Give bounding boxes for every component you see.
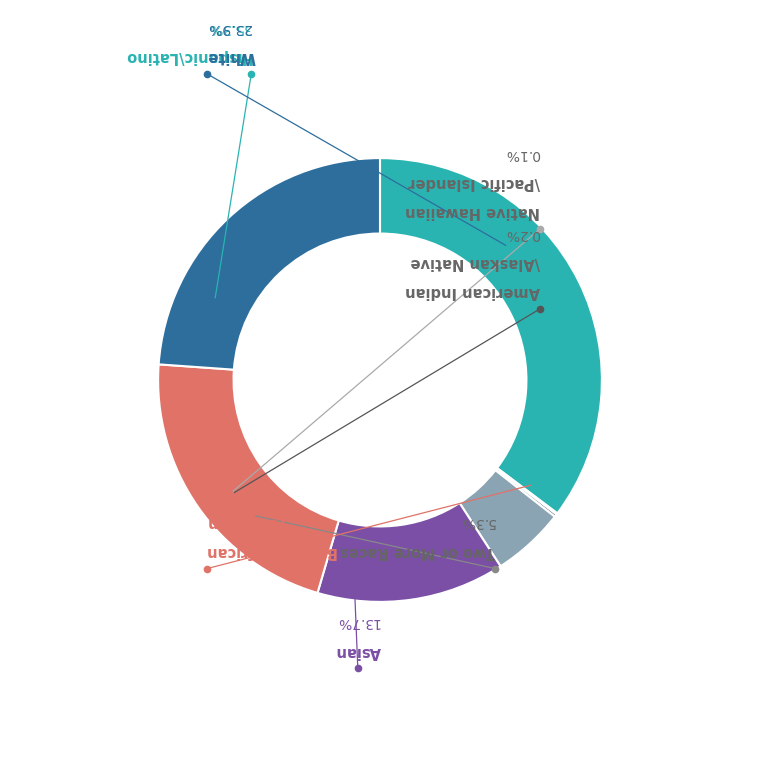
Text: American Indian: American Indian bbox=[405, 284, 540, 299]
Text: 0.1%: 0.1% bbox=[505, 147, 540, 161]
Text: Asian: Asian bbox=[335, 644, 381, 659]
Text: White: White bbox=[207, 49, 255, 64]
Wedge shape bbox=[496, 468, 557, 515]
Text: 21.6%: 21.6% bbox=[207, 486, 251, 501]
Text: Black or African: Black or African bbox=[207, 544, 337, 559]
Wedge shape bbox=[496, 469, 556, 517]
Text: Hispanic\Latino: Hispanic\Latino bbox=[124, 49, 252, 64]
Wedge shape bbox=[460, 470, 555, 566]
Text: American: American bbox=[207, 515, 285, 530]
Text: 23.9%: 23.9% bbox=[207, 21, 251, 35]
Text: 35.3%: 35.3% bbox=[207, 21, 252, 35]
Text: Two or More Races: Two or More Races bbox=[340, 544, 496, 559]
Wedge shape bbox=[318, 503, 501, 602]
Wedge shape bbox=[158, 364, 339, 593]
Text: 5.3%: 5.3% bbox=[461, 515, 496, 530]
Wedge shape bbox=[380, 158, 602, 514]
Text: \Alaskan Native: \Alaskan Native bbox=[410, 255, 540, 271]
Text: 13.7%: 13.7% bbox=[336, 616, 380, 629]
Wedge shape bbox=[159, 158, 380, 369]
Text: Native Hawaiian: Native Hawaiian bbox=[405, 204, 540, 220]
Text: \Pacific Islander: \Pacific Islander bbox=[408, 176, 540, 191]
Text: 0.2%: 0.2% bbox=[505, 227, 540, 241]
